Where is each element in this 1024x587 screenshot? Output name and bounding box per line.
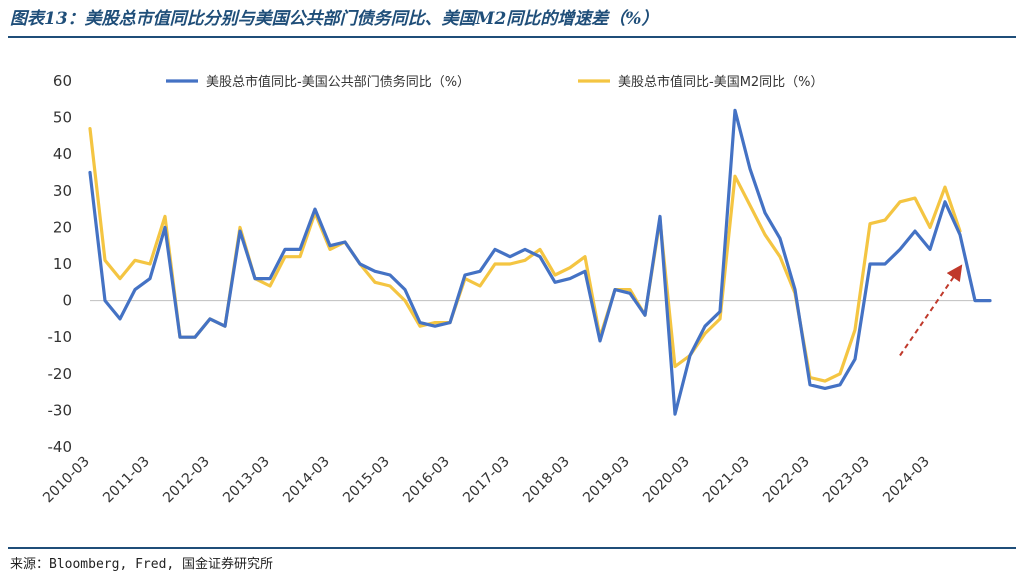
x-tick-label: 2023-03 — [820, 454, 873, 507]
x-tick-label: 2017-03 — [460, 454, 513, 507]
x-tick-label: 2021-03 — [700, 454, 753, 507]
y-tick-label: 10 — [53, 255, 72, 273]
x-tick-label: 2013-03 — [220, 454, 273, 507]
annotations — [899, 264, 963, 357]
footer-divider — [8, 547, 1016, 549]
x-tick-label: 2010-03 — [40, 454, 93, 507]
y-tick-label: 50 — [53, 109, 72, 127]
y-tick-label: -20 — [48, 365, 73, 383]
x-tick-label: 2020-03 — [640, 454, 693, 507]
legend-label: 美股总市值同比-美国公共部门债务同比（%） — [206, 74, 470, 90]
series-group — [88, 108, 992, 416]
series-line-public-debt — [88, 108, 992, 416]
legend: 美股总市值同比-美国公共部门债务同比（%） 美股总市值同比-美国M2同比（%） — [166, 74, 824, 90]
x-tick-label: 2024-03 — [880, 454, 933, 507]
y-tick-label: -30 — [48, 401, 73, 419]
figure-title: 图表13：美股总市值同比分别与美国公共部门债务同比、美国M2同比的增速差（%） — [10, 9, 659, 29]
x-tick-label: 2016-03 — [400, 454, 453, 507]
x-tick-label: 2014-03 — [280, 454, 333, 507]
x-tick-label: 2019-03 — [580, 454, 633, 507]
legend-label: 美股总市值同比-美国M2同比（%） — [618, 74, 824, 90]
title-divider — [8, 36, 1016, 38]
x-tick-label: 2015-03 — [340, 454, 393, 507]
source-note: 来源：Bloomberg, Fred, 国金证券研究所 — [10, 557, 274, 572]
y-tick-label: 20 — [53, 218, 72, 236]
y-tick-label: 0 — [62, 292, 72, 310]
y-tick-label: -40 — [48, 438, 73, 456]
x-tick-label: 2018-03 — [520, 454, 573, 507]
y-tick-label: 60 — [53, 72, 72, 90]
y-tick-label: 30 — [53, 182, 72, 200]
y-tick-label: -10 — [48, 328, 73, 346]
x-tick-label: 2022-03 — [760, 454, 813, 507]
x-tick-label: 2012-03 — [160, 454, 213, 507]
y-tick-label: 40 — [53, 145, 72, 163]
series-line-m2 — [88, 127, 962, 383]
x-tick-label: 2011-03 — [100, 454, 153, 507]
trend-arrow-annotation — [899, 264, 963, 357]
